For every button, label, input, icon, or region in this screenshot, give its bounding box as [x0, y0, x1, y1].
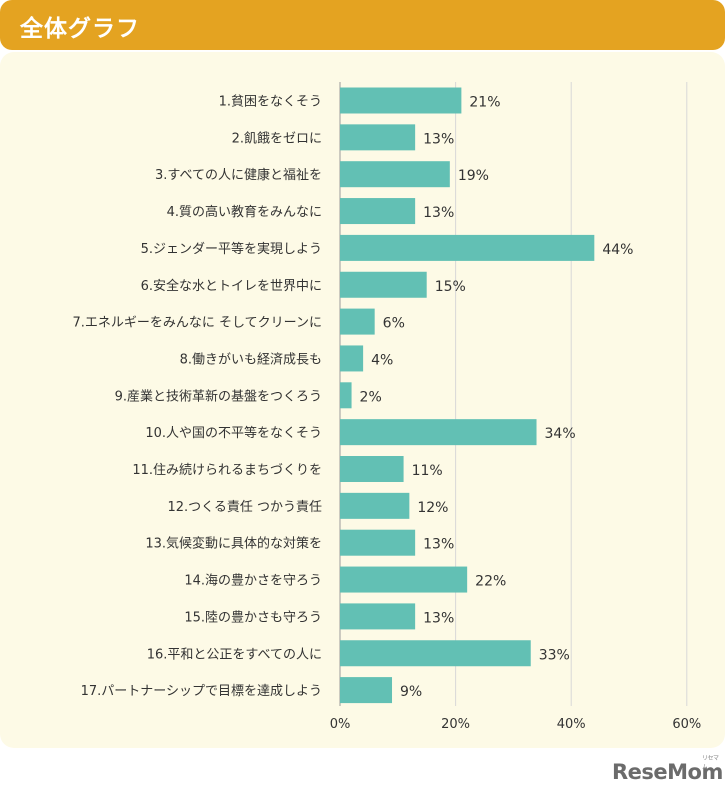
bar	[340, 345, 364, 372]
x-tick-label: 20%	[441, 717, 470, 732]
resemom-logo: ReseMom リセマム	[612, 755, 723, 784]
category-label: 12.つくる責任 つかう責任	[167, 500, 322, 515]
x-tick-label: 60%	[672, 717, 701, 732]
logo-text: ReseMom	[612, 760, 723, 784]
value-label: 13%	[423, 537, 454, 553]
value-label: 34%	[545, 426, 576, 442]
bar	[340, 529, 416, 556]
value-label: 9%	[400, 684, 422, 700]
value-label: 4%	[371, 352, 393, 368]
category-label: 14.海の豊かさを守ろう	[184, 574, 322, 589]
category-label: 11.住み続けられるまちづくりを	[132, 463, 322, 478]
chart-title: 全体グラフ	[20, 16, 140, 42]
bar	[340, 308, 375, 335]
value-label: 13%	[423, 610, 454, 626]
logo-subtext: リセマム	[702, 755, 719, 771]
category-label: 15.陸の豊かさも守ろう	[184, 609, 322, 625]
bar	[340, 603, 416, 630]
value-label: 13%	[423, 131, 454, 147]
category-label: 7.エネルギーをみんなに そしてクリーンに	[73, 316, 323, 331]
value-label: 44%	[602, 242, 633, 258]
bar	[340, 419, 537, 446]
category-label: 6.安全な水とトイレを世界中に	[141, 278, 322, 294]
value-label: 21%	[469, 95, 500, 111]
bar	[340, 271, 427, 298]
chart-header: 全体グラフ	[0, 0, 725, 50]
value-label: 2%	[360, 389, 382, 405]
bar	[340, 234, 595, 261]
value-label: 12%	[417, 500, 448, 516]
category-label: 3.すべての人に健康と福祉を	[155, 167, 322, 183]
bar	[340, 492, 410, 519]
bar	[340, 456, 404, 482]
bar	[340, 677, 393, 704]
category-label: 17.パートナーシップで目標を達成しよう	[81, 684, 322, 699]
category-label: 1.貧困をなくそう	[219, 95, 322, 110]
x-tick-label: 0%	[330, 717, 351, 732]
category-label: 8.働きがいも経済成長も	[180, 351, 322, 367]
value-label: 33%	[539, 647, 570, 663]
category-label: 16.平和と公正をすべての人に	[147, 647, 322, 662]
value-label: 22%	[475, 574, 506, 590]
category-label: 10.人や国の不平等をなくそう	[145, 425, 322, 441]
category-label: 13.気候変動に具体的な対策を	[145, 536, 322, 552]
bar	[340, 87, 462, 114]
x-tick-label: 40%	[557, 717, 586, 732]
category-label: 9.産業と技術革新の基盤をつくろう	[115, 388, 322, 404]
value-label: 19%	[458, 168, 489, 184]
bar	[340, 124, 416, 151]
bar	[340, 382, 352, 409]
bar	[340, 640, 531, 667]
value-label: 13%	[423, 205, 454, 221]
category-label: 2.飢餓をゼロに	[232, 131, 322, 146]
bar	[340, 198, 416, 225]
bar	[340, 161, 450, 188]
value-label: 11%	[412, 463, 443, 479]
category-label: 4.質の高い教育をみんなに	[167, 204, 322, 220]
value-label: 6%	[383, 316, 405, 332]
category-label: 5.ジェンダー平等を実現しよう	[141, 241, 322, 257]
bar	[340, 566, 468, 593]
value-label: 15%	[435, 279, 466, 295]
